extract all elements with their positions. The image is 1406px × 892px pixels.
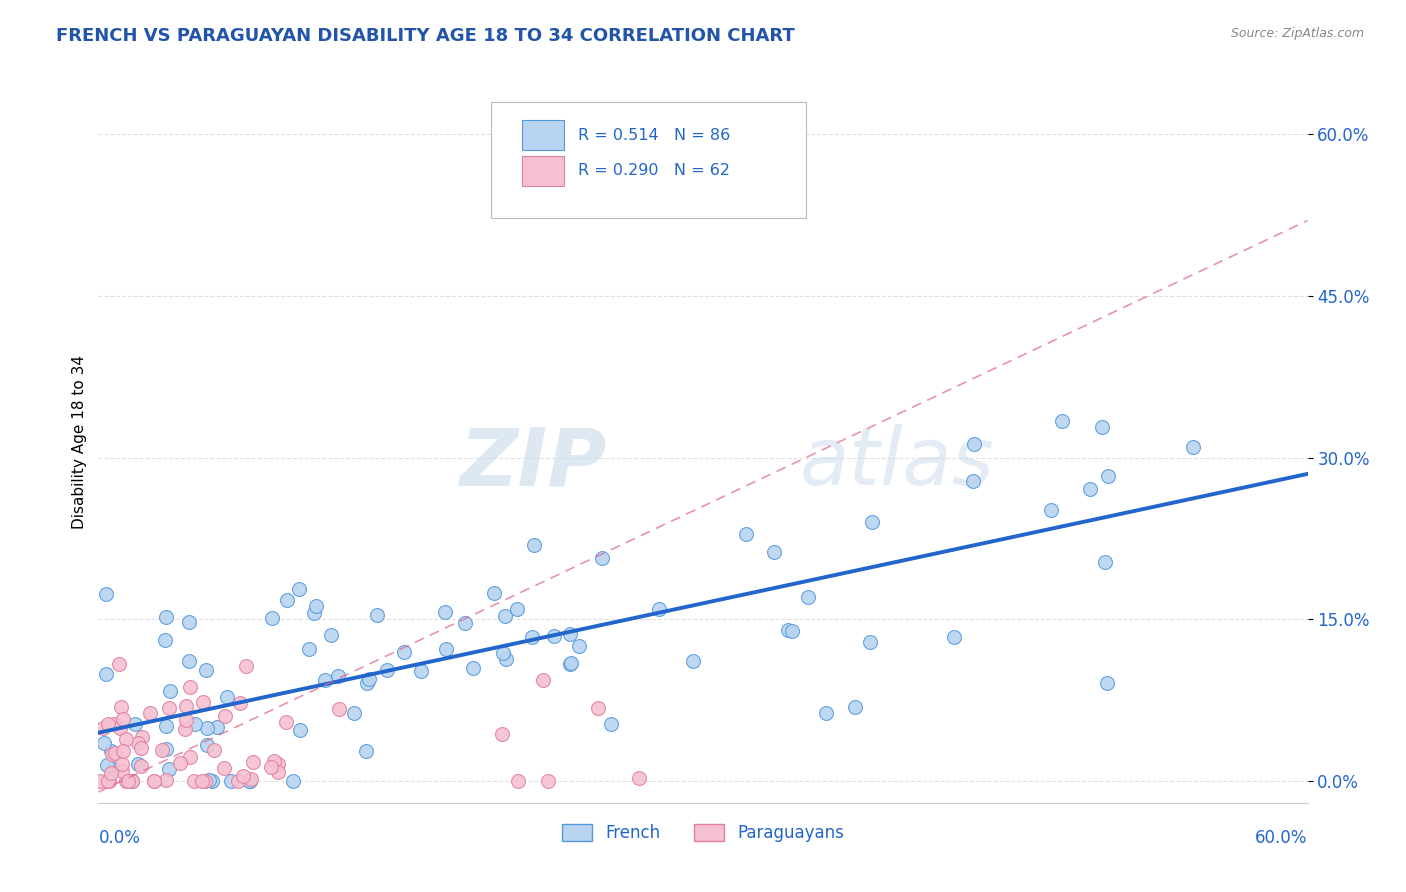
Text: R = 0.290   N = 62: R = 0.290 N = 62 <box>578 163 731 178</box>
FancyBboxPatch shape <box>522 156 564 186</box>
Text: R = 0.514   N = 86: R = 0.514 N = 86 <box>578 128 731 143</box>
Text: FRENCH VS PARAGUAYAN DISABILITY AGE 18 TO 34 CORRELATION CHART: FRENCH VS PARAGUAYAN DISABILITY AGE 18 T… <box>56 27 794 45</box>
Text: 0.0%: 0.0% <box>98 829 141 847</box>
Text: ZIP: ZIP <box>458 425 606 502</box>
Legend: French, Paraguayans: French, Paraguayans <box>555 817 851 848</box>
Y-axis label: Disability Age 18 to 34: Disability Age 18 to 34 <box>72 354 87 529</box>
Text: atlas: atlas <box>800 425 994 502</box>
Text: 60.0%: 60.0% <box>1256 829 1308 847</box>
Text: Source: ZipAtlas.com: Source: ZipAtlas.com <box>1230 27 1364 40</box>
FancyBboxPatch shape <box>492 102 806 218</box>
FancyBboxPatch shape <box>522 120 564 151</box>
